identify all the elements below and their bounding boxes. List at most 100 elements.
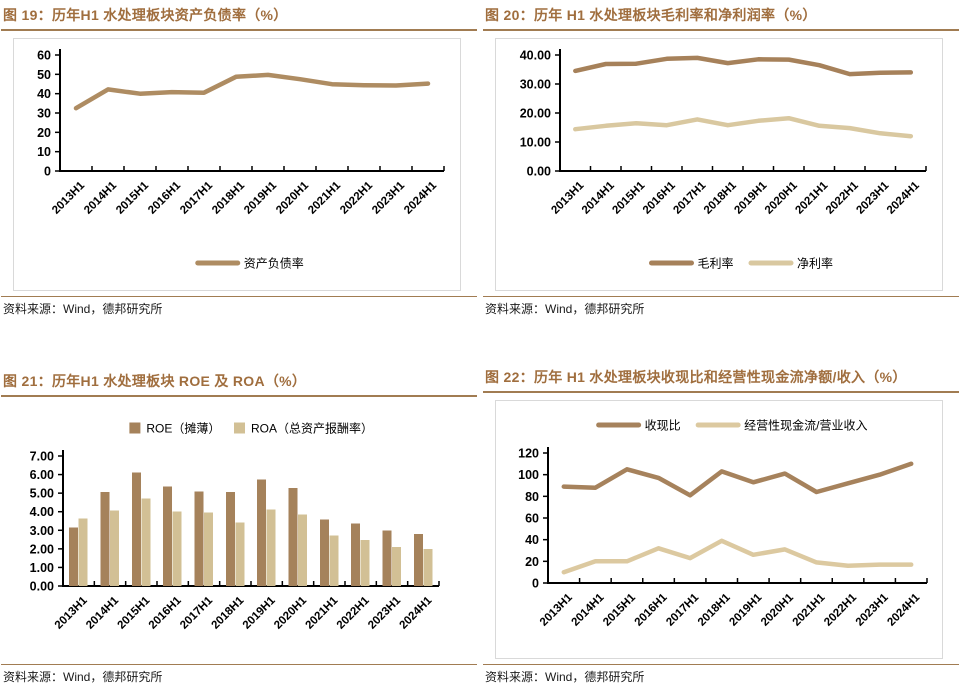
y-tick-label: 2.00 bbox=[30, 542, 54, 556]
source-divider bbox=[1, 295, 477, 297]
bar-series-1 bbox=[141, 498, 151, 586]
y-tick-label: 100 bbox=[518, 468, 539, 482]
y-tick-label: 7.00 bbox=[30, 449, 54, 463]
x-tick-label: 2017H1 bbox=[178, 594, 215, 631]
bar-series-1 bbox=[172, 511, 182, 586]
bar-series-0 bbox=[163, 485, 173, 586]
bar-series-1 bbox=[110, 510, 119, 586]
bar-series-1 bbox=[235, 521, 245, 586]
legend-label-0: 资产负债率 bbox=[244, 255, 304, 270]
bar-series-0 bbox=[319, 518, 329, 586]
figure-20-canvas: 0.00 10.00 20.00 30.00 40.00 2013H12014H12015… bbox=[520, 48, 927, 270]
bar-series-1 bbox=[423, 548, 433, 586]
legend-label-0: 毛利率 bbox=[698, 255, 734, 270]
y-tick-label: 0 bbox=[532, 576, 539, 590]
bar-series-0 bbox=[69, 527, 79, 586]
x-tick-label: 2017H1 bbox=[671, 179, 708, 216]
y-tick-label: 20.00 bbox=[520, 106, 551, 120]
x-tick-label: 2024H1 bbox=[885, 179, 922, 216]
title-divider bbox=[483, 391, 959, 393]
x-tick-label: 2017H1 bbox=[178, 179, 215, 216]
x-tick-label: 2018H1 bbox=[696, 591, 733, 628]
bar-series-1 bbox=[266, 509, 276, 586]
figure-21-chart-frame: 0.00 1.00 2.00 3.00 4.00 5.00 6.00 7.00 2013H1 20… bbox=[1, 403, 477, 659]
bar-series-0 bbox=[288, 487, 298, 586]
title-divider bbox=[1, 29, 477, 31]
x-tick-label: 2021H1 bbox=[793, 179, 830, 216]
figure-21-panel: 图 21：历年H1 水处理板块 ROE 及 ROA（%） 0.00 1.00 2.0… bbox=[1, 373, 477, 685]
y-tick-label: 50 bbox=[37, 67, 51, 81]
x-tick-label: 2016H1 bbox=[146, 179, 183, 216]
y-tick-label: 3.00 bbox=[30, 523, 54, 537]
figure-21-source: 资料来源：Wind，德邦研究所 bbox=[3, 670, 163, 684]
x-tick-label: 2013H1 bbox=[549, 179, 586, 216]
x-tick-label: 2020H1 bbox=[272, 594, 309, 631]
figure-21-canvas: 0.001.002.003.004.005.006.007.002013H120… bbox=[30, 420, 440, 631]
figure-19-source: 资料来源：Wind，德邦研究所 bbox=[3, 302, 163, 316]
x-tick-label: 2016H1 bbox=[633, 591, 670, 628]
x-tick-label: 2019H1 bbox=[241, 594, 278, 631]
x-tick-label: 2020H1 bbox=[763, 179, 800, 216]
y-tick-label: 30.00 bbox=[520, 77, 551, 91]
line-series-1 bbox=[573, 115, 914, 138]
bar-series-1 bbox=[78, 517, 88, 586]
x-tick-label: 2017H1 bbox=[664, 591, 701, 628]
figure-21-title: 图 21：历年H1 水处理板块 ROE 及 ROA（%） bbox=[3, 373, 307, 389]
x-tick-label: 2016H1 bbox=[641, 179, 678, 216]
x-tick-label: 2021H1 bbox=[791, 591, 828, 628]
x-tick-label: 2023H1 bbox=[854, 179, 891, 216]
legend-label-0: 收现比 bbox=[645, 418, 681, 432]
y-tick-label: 0.00 bbox=[30, 579, 54, 593]
figure-20-chart-frame: 0.00 10.00 20.00 30.00 40.00 2013H1 2014H1 2015… bbox=[495, 37, 943, 291]
figure-19-canvas: 01020304050602013H12014H12015H12016H1201… bbox=[37, 48, 445, 270]
bar-series-0 bbox=[194, 490, 204, 586]
legend-marker-1 bbox=[234, 422, 245, 433]
y-tick-label: 20 bbox=[525, 554, 539, 568]
x-tick-label: 2021H1 bbox=[306, 179, 343, 216]
bar-series-1 bbox=[392, 546, 401, 586]
bar-series-0 bbox=[413, 533, 423, 586]
x-tick-label: 2013H1 bbox=[538, 591, 575, 628]
x-tick-label: 2022H1 bbox=[335, 594, 372, 631]
title-divider bbox=[1, 395, 477, 397]
x-tick-label: 2013H1 bbox=[50, 179, 87, 216]
x-tick-label: 2016H1 bbox=[147, 594, 184, 631]
x-tick-label: 2023H1 bbox=[370, 179, 407, 216]
figure-22-source: 资料来源：Wind，德邦研究所 bbox=[485, 670, 645, 684]
source-divider bbox=[1, 663, 477, 665]
line-series-1 bbox=[561, 538, 914, 574]
x-tick-label: 2019H1 bbox=[242, 179, 279, 216]
x-tick-label: 2014H1 bbox=[82, 179, 119, 216]
x-tick-label: 2024H1 bbox=[397, 594, 434, 631]
line-series-0 bbox=[73, 72, 431, 110]
legend-label-1: 净利率 bbox=[797, 255, 833, 270]
bar-series-1 bbox=[329, 534, 339, 586]
bar-series-1 bbox=[360, 539, 370, 586]
bar-series-1 bbox=[298, 514, 307, 586]
legend-marker-0 bbox=[129, 422, 141, 433]
y-tick-label: 20 bbox=[37, 125, 51, 139]
y-tick-label: 0 bbox=[44, 164, 51, 178]
figure-19-chart-frame: 0 10 20 30 40 50 60 2013H1 2014H1 2015H1 2016H1 201… bbox=[13, 37, 461, 291]
line-series-0 bbox=[573, 55, 914, 76]
y-tick-label: 40.00 bbox=[520, 48, 551, 62]
x-tick-label: 2014H1 bbox=[570, 591, 607, 628]
x-tick-label: 2024H1 bbox=[885, 591, 922, 628]
figure-19-title: 图 19：历年H1 水处理板块资产负债率（%） bbox=[3, 7, 288, 23]
x-tick-label: 2021H1 bbox=[303, 594, 340, 631]
legend-label-1: 经营性现金流/营业收入 bbox=[744, 417, 867, 432]
y-tick-label: 0.00 bbox=[527, 164, 551, 178]
source-divider bbox=[483, 663, 959, 665]
x-tick-label: 2015H1 bbox=[114, 179, 151, 216]
figure-22-title: 图 22：历年 H1 水处理板块收现比和经营性现金流净额/收入（%） bbox=[485, 369, 907, 385]
figure-19-panel: 图 19：历年H1 水处理板块资产负债率（%） 0 10 20 30 40 50 60 201… bbox=[1, 7, 477, 317]
x-tick-label: 2018H1 bbox=[210, 179, 247, 216]
x-tick-label: 2014H1 bbox=[84, 594, 121, 631]
x-tick-label: 2024H1 bbox=[402, 179, 439, 216]
y-tick-label: 40 bbox=[525, 533, 539, 547]
x-tick-label: 2015H1 bbox=[115, 594, 152, 631]
x-tick-label: 2023H1 bbox=[854, 591, 891, 628]
legend-label-0: ROE（摊薄） bbox=[146, 420, 220, 435]
y-tick-label: 60 bbox=[37, 48, 51, 62]
